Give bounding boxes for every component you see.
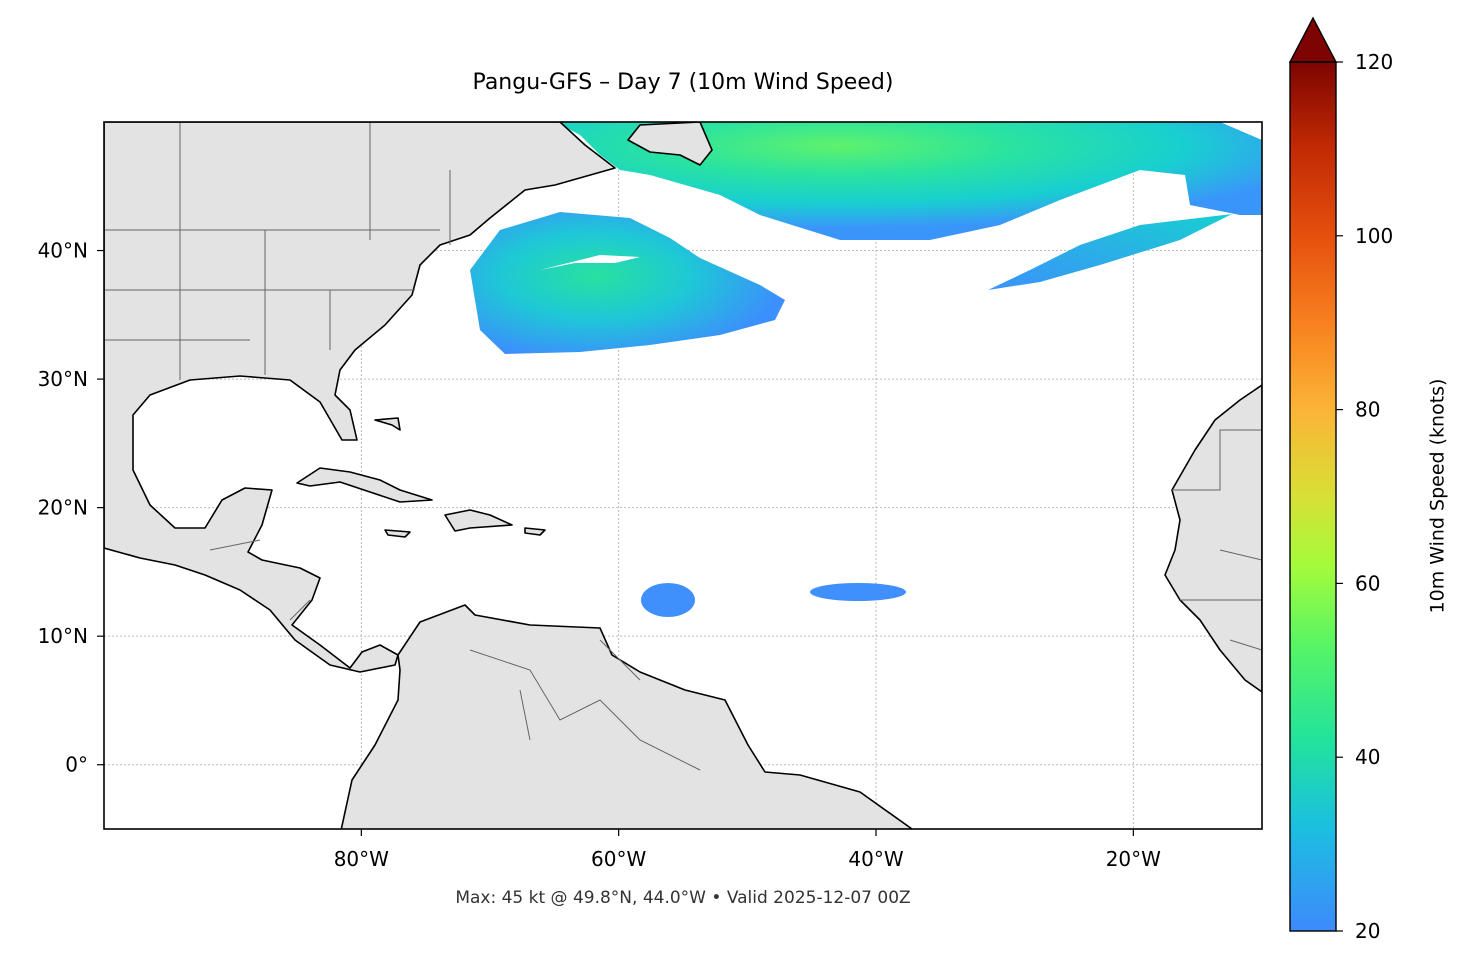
wind-area: [641, 583, 695, 617]
y-tick-label: 40°N: [38, 239, 88, 263]
x-tick-label: 40°W: [848, 847, 903, 871]
colorbar-label: 10m Wind Speed (knots): [1427, 379, 1449, 614]
island: [296, 467, 433, 503]
colorbar: [1290, 62, 1336, 931]
colorbar-extension: [1288, 16, 1338, 63]
colorbar-tick-label: 60: [1355, 571, 1380, 595]
y-tick-label: 10°N: [38, 624, 88, 648]
footer-note: Max: 45 kt @ 49.8°N, 44.0°W • Valid 2025…: [455, 888, 910, 908]
map-ticks: 80°W 60°W 40°W 20°W 0° 10°N 20°N 30°N 40°N: [38, 239, 1162, 871]
colorbar-tick-label: 120: [1355, 50, 1393, 74]
wind-area: [810, 583, 906, 601]
y-tick-label: 20°N: [38, 496, 88, 520]
wind-area: [988, 214, 1232, 290]
y-tick-label: 0°: [65, 753, 88, 777]
wind-area: [555, 122, 1262, 240]
border: [104, 122, 1262, 771]
colorbar-tick-label: 100: [1355, 224, 1393, 248]
colorbar-tick-label: 40: [1355, 745, 1380, 769]
x-tick-label: 80°W: [334, 847, 389, 871]
land: [104, 122, 616, 673]
colorbar-tick-label: 80: [1355, 398, 1380, 422]
colorbar-ticks: 20 40 60 80 100 120: [1336, 50, 1393, 943]
land: [340, 604, 913, 829]
land: [627, 122, 713, 166]
colorbar-frame: [1289, 61, 1337, 932]
map: [104, 122, 1262, 829]
land: [1164, 384, 1262, 693]
y-tick-label: 30°N: [38, 367, 88, 391]
x-tick-label: 60°W: [591, 847, 646, 871]
map-frame: [103, 121, 1263, 830]
island: [444, 509, 513, 532]
island: [384, 529, 411, 538]
map-title: Pangu-GFS – Day 7 (10m Wind Speed): [473, 70, 894, 95]
x-tick-label: 20°W: [1106, 847, 1161, 871]
island: [524, 527, 546, 536]
colorbar-tick-label: 20: [1355, 919, 1380, 943]
wind-area: [470, 212, 785, 354]
island: [374, 417, 401, 431]
wind-gap: [540, 255, 640, 270]
